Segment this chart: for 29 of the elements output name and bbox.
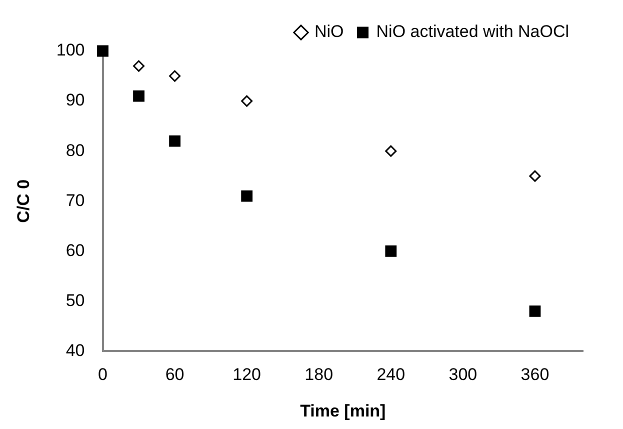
y-tick-label: 70	[66, 190, 85, 210]
y-tick-label: 90	[66, 90, 85, 110]
x-tick-label: 360	[520, 365, 550, 384]
legend-label: NiO	[314, 22, 344, 42]
x-tick-label: 240	[376, 365, 406, 384]
y-tick-label: 100	[56, 40, 85, 60]
point	[529, 170, 541, 182]
x-tick-label: 60	[165, 365, 184, 384]
x-tick-label: 0	[98, 365, 108, 384]
point	[133, 90, 144, 102]
y-tick-label: 40	[66, 340, 85, 360]
point	[241, 190, 253, 202]
point	[529, 305, 541, 317]
point	[169, 135, 180, 147]
legend-label: NiO activated with NaOCl	[376, 22, 570, 42]
y-tick-label: 50	[66, 290, 85, 310]
point	[385, 145, 397, 157]
x-tick-label: 120	[232, 365, 262, 384]
point	[169, 70, 181, 82]
x-tick-label: 300	[448, 365, 478, 384]
y-tick-label: 60	[66, 240, 85, 260]
point	[385, 245, 397, 257]
point	[133, 60, 145, 72]
y-tick-label: 80	[66, 140, 85, 160]
point	[241, 95, 253, 107]
point	[97, 45, 108, 57]
x-tick-label: 180	[304, 365, 334, 384]
x-axis-title: Time [min]	[300, 401, 386, 420]
y-axis-title: C/C 0	[14, 179, 33, 223]
